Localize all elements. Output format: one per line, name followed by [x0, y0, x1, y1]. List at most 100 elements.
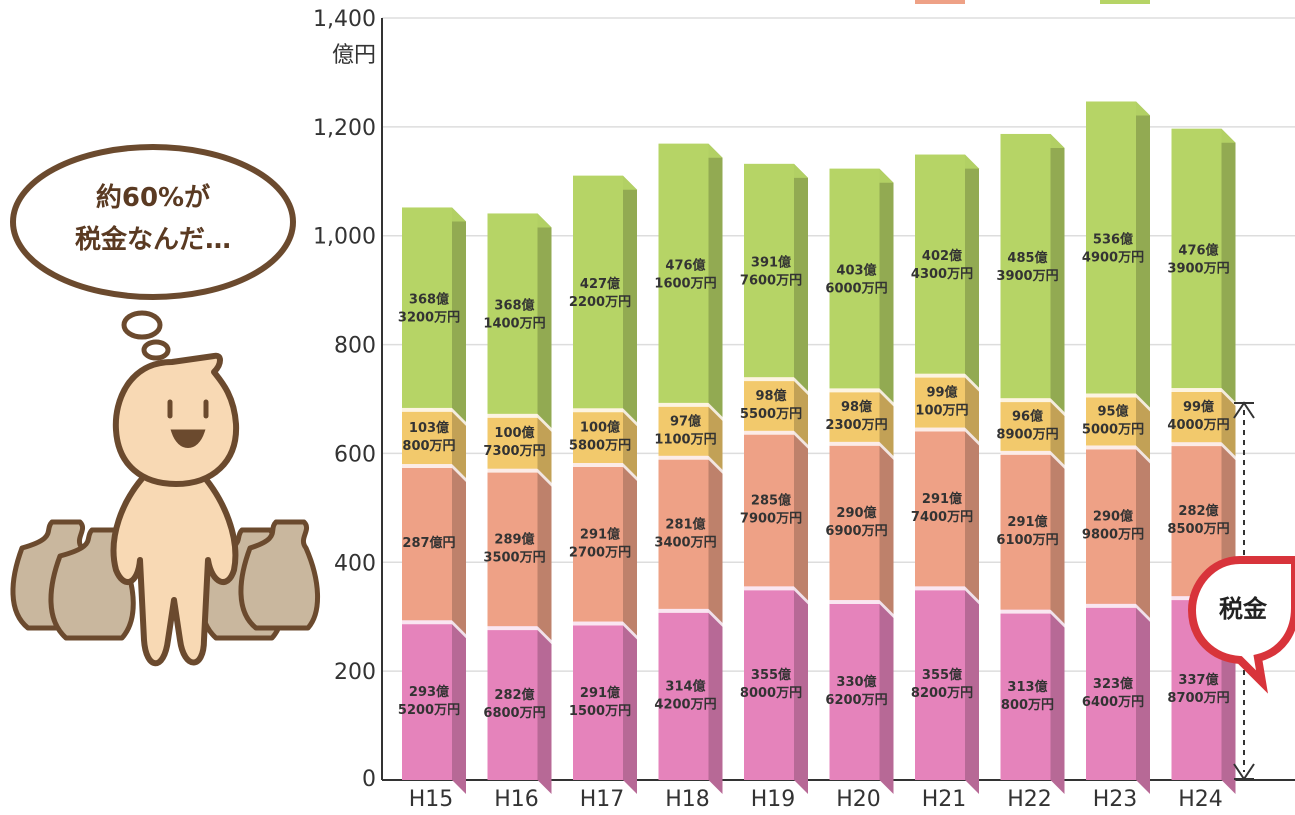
tax-badge-text: 税金	[1219, 595, 1268, 623]
segment-label: 313億	[1007, 679, 1047, 695]
segment-label: 5000万円	[1082, 422, 1144, 437]
bar-segment	[744, 430, 808, 601]
bars	[402, 101, 1236, 794]
segment-label: 4000万円	[1167, 418, 1229, 433]
segment-label: 1400万円	[483, 317, 545, 332]
y-tick-label: 0	[362, 767, 376, 792]
y-tick-label: 400	[334, 551, 376, 576]
segment-label: 476億	[665, 257, 705, 273]
segment-label: 291億	[1007, 514, 1047, 530]
y-tick-label: 1,200	[313, 116, 376, 141]
x-tick-label: H15	[409, 787, 454, 811]
segment-label: 6000万円	[825, 282, 887, 297]
segment-label: 8000万円	[740, 686, 802, 701]
y-unit-label: 億円	[332, 43, 376, 68]
thought-line1: 約60%が	[96, 182, 210, 213]
segment-label: 7400万円	[911, 510, 973, 525]
segment-label: 337億	[1178, 672, 1218, 688]
segment-label: 8200万円	[911, 686, 973, 701]
segment-label: 9800万円	[1082, 528, 1144, 543]
segment-label: 1600万円	[654, 276, 716, 291]
segment-label: 7900万円	[740, 512, 802, 527]
segment-label: 4900万円	[1082, 250, 1144, 265]
segment-label: 100億	[580, 420, 620, 436]
bar-segment	[658, 608, 723, 794]
y-tick-label: 200	[334, 660, 376, 685]
bar-segment	[744, 586, 808, 794]
segment-label: 2300万円	[825, 418, 887, 433]
segment-label: 285億	[751, 493, 791, 509]
segment-label: 427億	[580, 276, 620, 292]
segment-label: 355億	[751, 667, 791, 683]
segment-label: 99億	[1183, 399, 1214, 415]
segment-label: 5500万円	[740, 407, 802, 422]
bar-segment	[915, 427, 979, 601]
bar-segment	[829, 168, 894, 403]
segment-label: 4200万円	[654, 697, 716, 712]
tax-badge-bubble	[1187, 556, 1295, 694]
bar-segment	[402, 620, 466, 794]
segment-label: 7600万円	[740, 274, 802, 289]
x-tick-label: H17	[580, 787, 625, 811]
segment-label: 368億	[409, 292, 449, 308]
y-tick-label: 800	[334, 334, 376, 359]
segment-label: 95億	[1097, 403, 1128, 419]
segment-label: 8700万円	[1167, 691, 1229, 706]
segment-label: 800万円	[402, 439, 455, 454]
bar-segment	[487, 626, 552, 794]
segment-label: 391億	[751, 255, 791, 271]
segment-label: 100億	[494, 425, 534, 441]
segment-label: 323億	[1093, 676, 1133, 692]
legend	[915, 0, 1150, 4]
tax-badge: 税金	[1187, 556, 1295, 694]
bar-segment	[829, 600, 894, 794]
segment-label: 282億	[494, 687, 534, 703]
segment-label: 3200万円	[398, 311, 460, 326]
segment-label: 330億	[836, 674, 876, 690]
character-face	[167, 399, 209, 448]
segment-label: 282億	[1178, 503, 1218, 519]
x-tick-label: H21	[922, 787, 967, 811]
segment-label: 98億	[755, 388, 786, 404]
x-tick-label: H24	[1178, 787, 1223, 811]
bar-segment	[915, 373, 979, 442]
segment-label: 287億円	[402, 535, 455, 551]
segment-label: 2700万円	[569, 545, 631, 560]
bar-segment	[1086, 101, 1150, 408]
bar-segment	[402, 464, 466, 635]
segment-label: 5200万円	[398, 703, 460, 718]
bar-segment	[573, 462, 637, 636]
segment-label: 291億	[580, 526, 620, 542]
x-tick-label: H16	[494, 787, 539, 811]
segment-label: 3400万円	[654, 535, 716, 550]
segment-label: 485億	[1007, 250, 1047, 266]
thought-dots-icon	[121, 310, 171, 361]
character-body	[110, 352, 240, 667]
segment-label: 97億	[670, 413, 701, 429]
segment-labels: 293億 5200万円 287億円 103億 800万円 368億 3200万円 282億 68…	[398, 231, 1230, 721]
x-tick-label: H20	[836, 787, 881, 811]
x-tick-label: H23	[1093, 787, 1138, 811]
bar-segment	[915, 154, 979, 388]
segment-label: 291億	[580, 685, 620, 701]
segment-label: 290億	[1093, 509, 1133, 525]
bar-segment	[658, 402, 723, 470]
segment-label: 5800万円	[569, 439, 631, 454]
segment-label: 7300万円	[483, 444, 545, 459]
segment-label: 98億	[841, 399, 872, 415]
bar-segment	[573, 621, 637, 794]
segment-label: 290億	[836, 505, 876, 521]
bar-segment	[1000, 450, 1065, 624]
y-tick-label: 1,400	[313, 7, 376, 32]
segment-label: 1100万円	[654, 432, 716, 447]
character-illustration: 約60%が 税金なんだ…	[10, 144, 320, 667]
x-tick-label: H18	[665, 787, 710, 811]
bar-segment	[1000, 609, 1065, 794]
bar-segment	[1086, 445, 1150, 618]
bar-segment	[915, 586, 979, 794]
x-tick-label: H22	[1007, 787, 1052, 811]
bar-segment	[1086, 393, 1150, 460]
bar-segment	[573, 175, 637, 423]
bar-segment	[829, 388, 894, 456]
